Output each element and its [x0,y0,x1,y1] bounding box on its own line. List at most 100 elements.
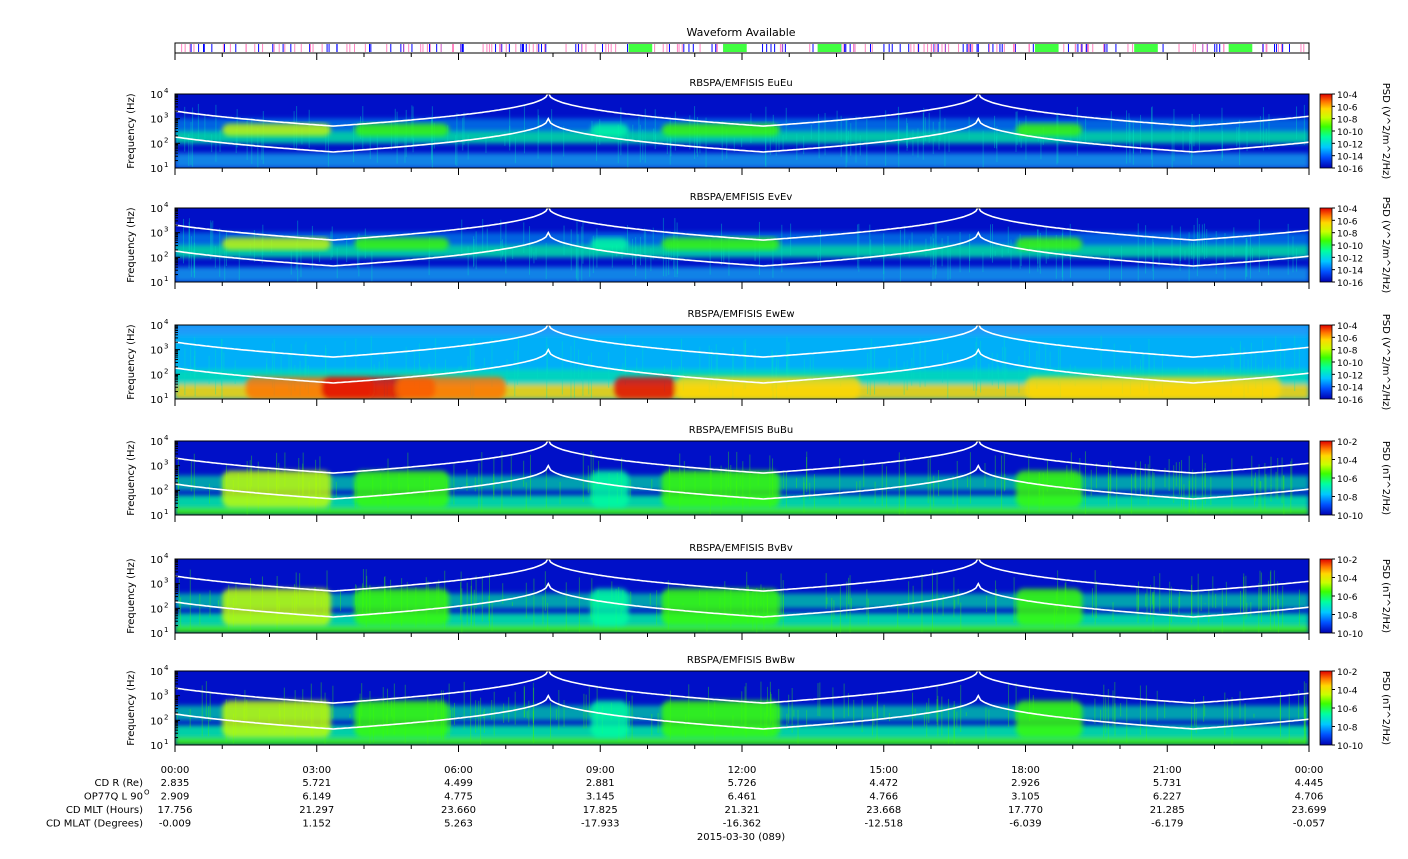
gyrofrequency-curve [175,582,1309,618]
panel-title: RBSPA/EMFISIS EwEw [687,309,794,320]
y-tick-label: 10 [150,462,163,473]
y-tick-label: 10 [150,741,163,752]
panel-ylabel: Frequency (Hz) [126,440,137,516]
colorbar-tick-label: 10-4 [1337,322,1358,332]
x-tick-label: 15:00 [869,765,898,776]
hiss-blob [614,376,676,399]
panel-title: RBSPA/EMFISIS BuBu [689,425,793,436]
waveform-strip-ticks [174,53,1310,60]
spectrogram-image [175,325,1309,399]
ephemeris-value: 5.731 [1153,778,1182,789]
hiss-blob [1016,237,1083,250]
ephemeris-value: -6.179 [1151,819,1183,830]
colorbar-tick-label: 10-16 [1337,165,1363,175]
ephemeris-value: 6.461 [728,792,757,803]
ephemeris-label: CD R (Re) [95,778,144,789]
ephemeris-value: 2.881 [586,778,615,789]
y-tick-label: 10 [150,115,163,126]
y-tick-exponent: 4 [164,201,169,209]
ephemeris-value: 3.145 [586,792,615,803]
colorbar-tick-label: 10-12 [1337,254,1363,264]
panel-title: RBSPA/EMFISIS EuEu [689,78,792,89]
ephemeris-value: 1.152 [302,819,331,830]
hiss-blob [354,700,450,738]
waveform-strip: Waveform Available [174,26,1310,60]
hiss-blob [590,588,629,626]
colorbar-tick-label: 10-10 [1337,242,1363,252]
colorbar-tick-label: 10-4 [1337,687,1358,697]
date-label: 2015-03-30 (089) [697,832,785,843]
y-tick-exponent: 3 [164,689,168,697]
colorbar-tick-label: 10-10 [1337,512,1363,522]
colorbar-tick-label: 10-6 [1337,334,1358,344]
y-tick-exponent: 3 [164,226,168,234]
hiss-blob [1016,588,1083,626]
time-axis: 00:00 03:00 06:00 09:00 12:00 15:00 18:00 21:00… [161,765,1324,776]
y-tick-exponent: 1 [164,275,168,283]
spectrogram-image [175,208,1309,282]
colorbar-tick-label: 10-4 [1337,457,1358,467]
y-tick-label: 10 [150,692,163,703]
gyrofrequency-curve [175,94,1309,127]
y-tick-exponent: 4 [164,664,169,672]
ephemeris-table: CD R (Re) 2.835 5.721 4.499 2.881 5.726 4.472 2… [46,778,1327,830]
hiss-blob [661,470,780,508]
ephemeris-value: 23.668 [866,805,901,816]
waveform-burst [723,44,747,52]
colorbar-tick-label: 10-6 [1337,475,1358,485]
colorbar-tick-label: 10-8 [1337,347,1358,357]
y-tick-exponent: 4 [164,552,169,560]
colorbar-tick-label: 10-2 [1337,668,1357,678]
y-tick-label: 10 [150,580,163,591]
hiss-blob [222,588,331,626]
ephemeris-value: 5.263 [444,819,473,830]
hiss-blob [222,470,331,508]
y-tick-label: 10 [150,139,163,150]
hiss-blob [590,470,629,508]
y-tick-exponent: 4 [164,318,169,326]
hiss-blob [222,123,331,136]
ephemeris-label: CD MLAT (Degrees) [46,819,143,830]
ephemeris-value: 4.775 [444,792,473,803]
panel-title: RBSPA/EMFISIS BvBv [689,543,793,554]
colorbar-label: PSD (nT^2/Hz) [1380,441,1391,515]
colorbar-tick-label: 10-16 [1337,279,1363,289]
gyrofrequency-curve [175,464,1309,500]
colorbar-label: PSD (nT^2/Hz) [1380,671,1391,745]
colorbar-tick-label: 10-16 [1337,396,1363,406]
colorbar-tick-label: 10-6 [1337,705,1358,715]
hiss-blob [590,237,629,250]
colorbar-tick-label: 10-2 [1337,556,1357,566]
ephemeris-value: 17.756 [158,805,193,816]
panel-title: RBSPA/EMFISIS EvEv [690,192,793,203]
panel-ylabel: Frequency (Hz) [126,93,137,169]
colorbar-tick-label: 10-10 [1337,630,1363,640]
y-tick-label: 10 [150,90,163,101]
y-tick-exponent: 4 [164,434,169,442]
ephemeris-value: 5.721 [302,778,331,789]
waveform-burst [817,44,842,52]
ephemeris-value: 21.321 [725,805,760,816]
colorbar-tick-label: 10-6 [1337,103,1358,113]
colorbar-tick-label: 10-8 [1337,612,1358,622]
hiss-blob [661,588,780,626]
colorbar [1319,207,1333,283]
gyrofrequency-curve [175,694,1309,730]
panel-ylabel: Frequency (Hz) [126,207,137,283]
colorbar-tick-label: 10-10 [1337,742,1363,752]
y-tick-label: 10 [150,486,163,497]
y-tick-label: 10 [150,437,163,448]
waveform-burst [1134,44,1158,52]
colorbar-tick-label: 10-2 [1337,438,1357,448]
ephemeris-value: -17.933 [581,819,620,830]
ephemeris-value: -6.039 [1009,819,1041,830]
waveform-burst [1228,44,1253,52]
panel-ylabel: Frequency (Hz) [126,670,137,746]
panel-ylabel: Frequency (Hz) [126,324,137,400]
colorbar-tick-label: 10-8 [1337,116,1358,126]
y-tick-exponent: 2 [164,483,168,491]
